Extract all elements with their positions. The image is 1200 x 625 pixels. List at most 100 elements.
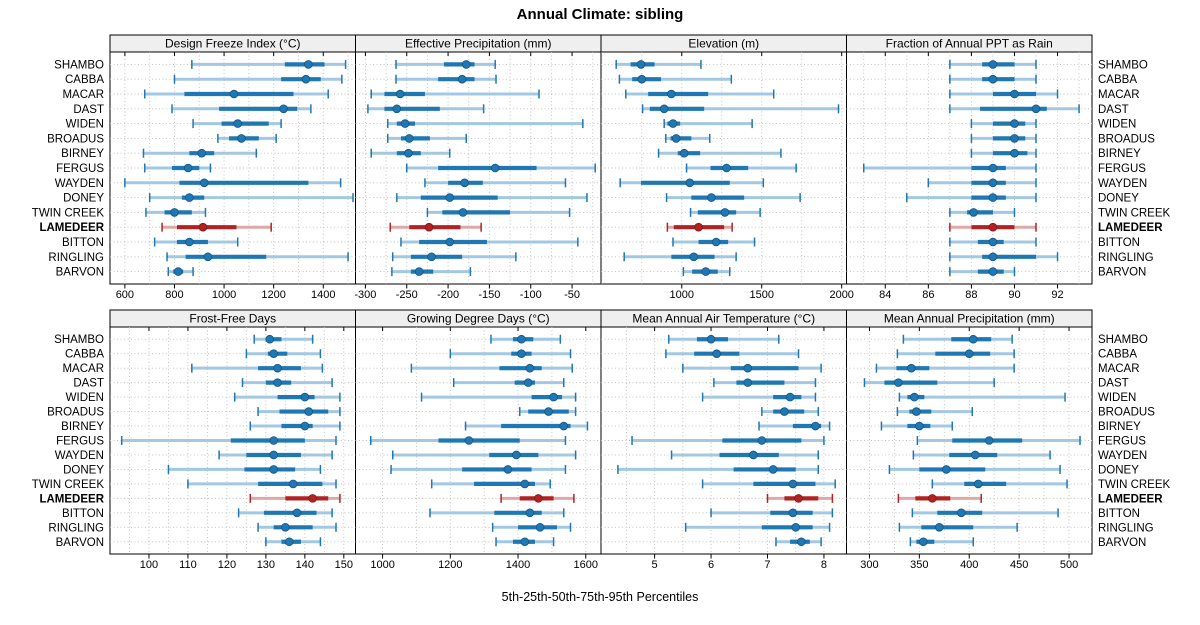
series-row-shambo	[667, 334, 780, 344]
series-row-twin-creek	[430, 479, 551, 489]
series-row-widen	[663, 119, 753, 129]
station-label-right: TWIN CREEK	[1098, 479, 1171, 491]
station-label-left: BITTON	[62, 237, 104, 249]
series-row-barvon	[265, 537, 322, 547]
median-dot	[1010, 89, 1019, 99]
series-row-doney	[396, 193, 588, 203]
series-row-fergus	[685, 163, 797, 173]
median-dot	[183, 163, 193, 173]
series-row-barvon	[949, 267, 1016, 277]
median-dot	[534, 494, 543, 503]
median-dot	[679, 148, 689, 158]
series-row-birney	[657, 148, 782, 158]
station-label-left: TWIN CREEK	[32, 207, 105, 219]
series-row-shambo	[615, 59, 702, 69]
median-dot	[797, 537, 806, 547]
median-dot	[919, 537, 928, 547]
median-dot	[265, 334, 275, 344]
axis-tick-label: 1000	[670, 289, 694, 301]
median-dot	[445, 237, 455, 247]
axis-tick-label: 1400	[506, 559, 530, 571]
series-row-doney	[390, 464, 567, 474]
series-row-barvon	[167, 267, 194, 277]
series-row-bitton	[672, 237, 756, 247]
median-dot	[768, 465, 778, 474]
median-dot	[512, 450, 521, 460]
series-row-macar	[682, 363, 822, 373]
median-dot	[300, 421, 310, 431]
station-label-right: BITTON	[1098, 237, 1140, 249]
axis-tick-label: 7	[764, 559, 770, 571]
series-row-bitton	[400, 237, 579, 247]
station-label-left: LAMEDEER	[39, 493, 104, 505]
series-row-shambo	[253, 334, 314, 344]
median-dot	[988, 74, 998, 84]
series-row-dast	[949, 104, 1080, 114]
axis-tick-label: 92	[1051, 289, 1063, 301]
series-row-birney	[142, 148, 258, 158]
station-label-left: BITTON	[62, 508, 104, 520]
series-row-fergus	[916, 436, 1081, 445]
station-label-right: WIDEN	[1098, 119, 1136, 131]
chart-title: Annual Climate: sibling	[516, 6, 684, 23]
series-row-cabba	[618, 74, 733, 84]
panel-strip-title: Frost-Free Days	[189, 312, 276, 326]
series-row-birney	[880, 421, 954, 431]
axis-tick-label: 90	[1008, 289, 1020, 301]
median-dot	[757, 436, 767, 445]
series-row-twin-creek	[426, 207, 571, 217]
axis-tick-label: 1200	[261, 289, 285, 301]
station-label-right: BIRNEY	[1098, 148, 1141, 160]
median-dot	[503, 465, 513, 474]
median-dot	[269, 436, 278, 445]
median-dot	[988, 60, 998, 69]
median-dot	[743, 378, 753, 387]
median-dot	[288, 479, 298, 489]
series-row-widen	[420, 392, 577, 402]
median-dot	[894, 378, 903, 387]
series-row-bitton	[710, 508, 834, 518]
series-row-lamedeer	[389, 222, 482, 232]
station-label-left: RINGLING	[48, 522, 104, 534]
series-row-doney	[906, 193, 1037, 203]
axis-tick-label: -250	[396, 289, 418, 301]
series-row-doney	[167, 464, 322, 474]
series-row-broadus	[761, 407, 820, 417]
series-row-barvon	[495, 537, 555, 547]
axis-tick-label: 1000	[212, 289, 236, 301]
median-dot	[722, 163, 731, 173]
station-label-right: DONEY	[1098, 464, 1139, 476]
median-dot	[712, 349, 721, 359]
series-row-barvon	[391, 267, 472, 277]
series-row-dast	[171, 104, 312, 114]
series-row-wayden	[424, 178, 567, 188]
median-dot	[185, 237, 194, 247]
median-dot	[273, 363, 282, 373]
station-label-right: RINGLING	[1098, 522, 1154, 534]
station-label-left: BIRNEY	[61, 148, 104, 160]
median-dot	[637, 74, 647, 84]
station-label-left: SHAMBO	[54, 334, 104, 346]
series-row-fergus	[862, 163, 1037, 173]
median-dot	[559, 421, 569, 431]
axis-tick-label: 1000	[370, 559, 394, 571]
median-dot	[811, 421, 820, 431]
panel-elevation-m: Elevation (m) 1000 1500 2000	[600, 34, 854, 301]
panel-strip-title: Effective Precipitation (mm)	[405, 37, 552, 51]
station-label-left: CABBA	[65, 74, 104, 86]
series-row-twin-creek	[689, 207, 761, 217]
median-dot	[928, 494, 937, 503]
series-row-cabba	[449, 349, 572, 359]
series-row-wayden	[124, 178, 342, 188]
median-dot	[791, 522, 801, 532]
axis-tick-label: 450	[1010, 559, 1028, 571]
station-label-left: DAST	[73, 104, 104, 116]
median-dot	[964, 349, 974, 359]
series-row-shambo	[395, 59, 496, 69]
series-row-dast	[241, 378, 333, 388]
series-row-wayden	[391, 450, 577, 460]
series-row-cabba	[949, 74, 1037, 84]
series-row-widen	[386, 119, 584, 129]
axis-tick-label: 84	[879, 289, 891, 301]
series-row-macar	[370, 89, 540, 99]
